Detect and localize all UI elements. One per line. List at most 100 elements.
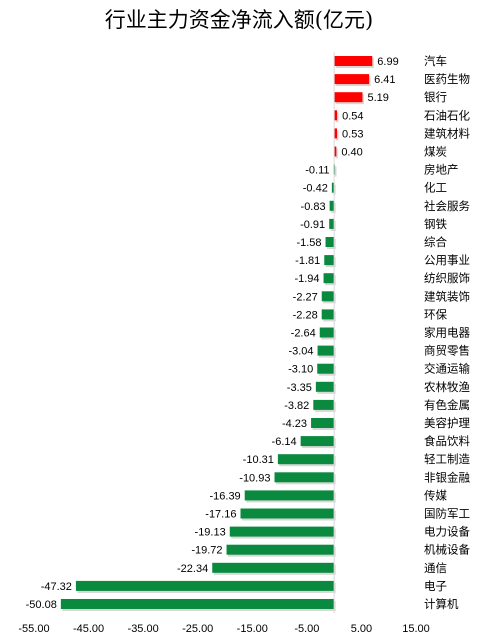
bar [317,345,335,356]
data-label: -1.81 [295,255,320,267]
bar [334,110,338,121]
category-label: 商贸零售 [424,344,470,358]
data-label: 0.54 [342,110,363,122]
bar [240,508,335,519]
x-axis-ticks: -55.00 -45.00 -35.00 -25.00 -15.00 -5.00 5.00 1… [18,623,429,635]
x-tick-label: 5.00 [351,623,372,635]
bar [324,255,335,266]
bar [329,218,335,229]
bar [321,291,335,302]
category-label: 电子 [424,580,447,593]
category-label: 轻工制造 [424,452,470,466]
category-label: 交通运输 [424,362,470,376]
category-label: 钢铁 [424,218,447,231]
category-label: 美容护理 [424,416,470,430]
data-label: -22.34 [177,563,208,575]
data-label: -1.58 [296,237,321,249]
x-tick-label: -55.00 [18,623,49,635]
data-label: -3.04 [288,346,313,358]
category-label: 家用电器 [424,326,470,340]
data-label: -17.16 [205,509,236,521]
category-label: 食品饮料 [424,434,470,448]
data-label: -0.83 [301,201,326,213]
category-label: 房地产 [424,163,459,177]
data-label: -50.08 [26,599,57,611]
data-label: -1.94 [294,273,319,285]
category-label: 传媒 [424,488,447,502]
bar [226,544,335,555]
bar-shadow [335,112,339,123]
category-label: 石油石化 [424,108,470,122]
category-label: 通信 [424,562,447,575]
bar [334,146,337,157]
category-label: 纺织服饰 [424,271,470,285]
data-label: -3.35 [287,382,312,394]
category-label: 环保 [424,307,447,321]
data-label: -16.39 [209,490,240,502]
data-label: -10.93 [239,472,270,484]
category-label: 公用事业 [424,254,470,267]
category-label: 建筑装饰 [424,289,470,303]
data-label: 0.40 [341,147,362,159]
data-label: -6.14 [272,436,297,448]
x-tick-label: -35.00 [128,623,159,635]
x-tick-label: -25.00 [182,623,213,635]
data-label: -3.10 [288,364,313,376]
data-label: -4.23 [282,418,307,430]
data-label: -2.64 [291,328,316,340]
category-label: 煤炭 [424,146,447,159]
bar [75,580,335,591]
bar [317,363,335,374]
bar [315,381,335,392]
bar [212,562,335,573]
data-label: 5.19 [367,92,388,104]
x-tick-label: 15.00 [402,623,430,635]
bar [277,454,335,465]
category-label: 计算机 [424,597,459,611]
bar [325,237,335,247]
category-label: 电力设备 [424,525,470,539]
x-tick-label: -15.00 [237,623,268,635]
category-label: 建筑材料 [424,126,470,140]
category-label: 汽车 [424,54,447,68]
data-label: -3.82 [284,400,309,412]
bars-group [60,52,374,613]
bar-shadow [335,130,339,141]
data-label: 6.41 [374,74,395,86]
data-label: -0.91 [300,219,325,231]
x-tick-label: -5.00 [294,623,319,635]
data-label: -19.13 [195,527,226,539]
bar [311,418,335,428]
bar [329,200,335,211]
bar [300,436,335,447]
category-label: 农林牧渔 [424,380,470,394]
bar [323,273,335,284]
bar-shadow [335,166,337,177]
bar [334,128,338,139]
labels-group: 6.99 汽车 6.41 医药生物 5.19 银行 0.54 石油石化 0.53 建筑材料 0.40… [26,54,471,611]
category-label: 化工 [424,181,447,195]
data-label: -0.11 [305,165,329,177]
category-label: 非银金融 [424,470,470,484]
data-label: 0.53 [342,128,363,140]
data-label: -10.31 [243,454,274,466]
category-label: 国防军工 [424,507,470,521]
data-label: -47.32 [41,581,72,593]
data-label: -2.28 [293,309,318,321]
bar [319,327,335,338]
category-label: 社会服务 [424,199,470,213]
bar [331,182,335,193]
bar [334,92,363,103]
category-label: 银行 [424,90,447,104]
bar [60,599,335,609]
category-label: 有色金属 [424,398,470,412]
data-label: -0.42 [303,183,328,195]
category-label: 综合 [424,235,447,249]
bar [334,74,370,85]
bar [229,526,335,537]
category-label: 医药生物 [424,72,470,86]
bar-shadow [335,148,338,159]
data-label: -2.27 [293,291,318,303]
category-label: 机械设备 [424,543,470,557]
